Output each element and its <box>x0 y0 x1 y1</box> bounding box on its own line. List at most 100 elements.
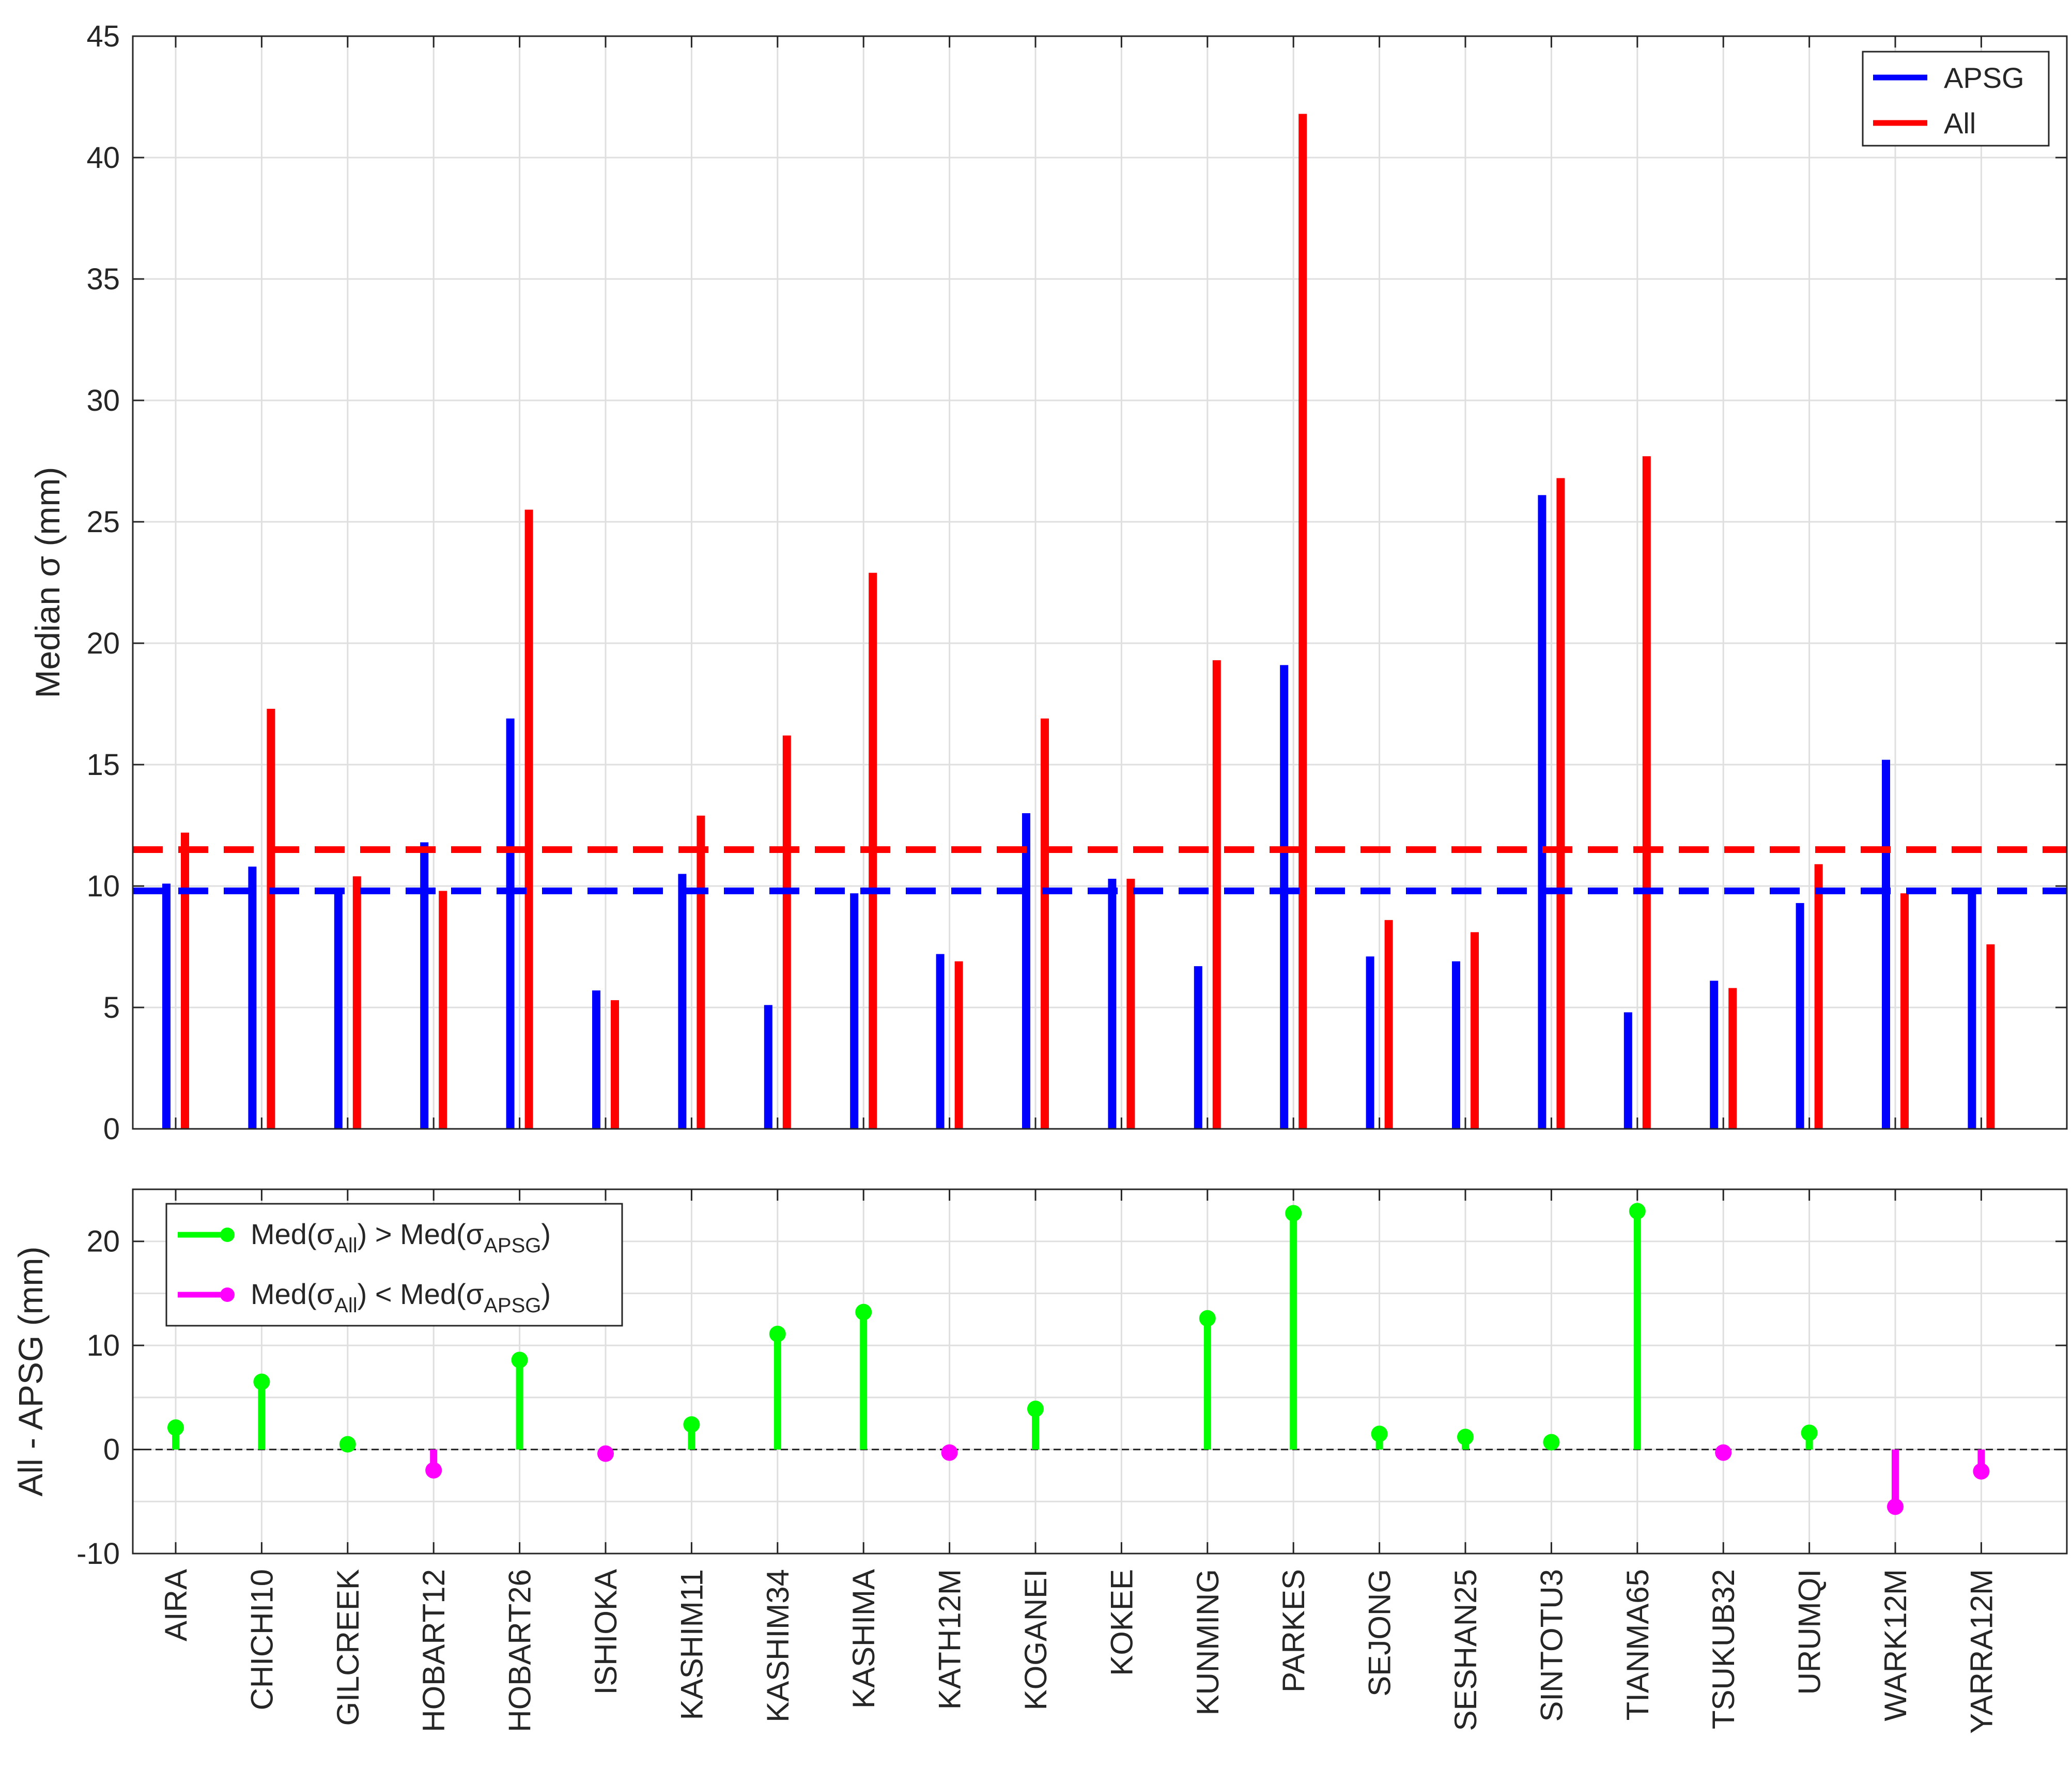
y-axis-label: All - APSG (mm) <box>11 1246 50 1496</box>
bottom-axes-box <box>132 1188 2068 1555</box>
bar-all <box>954 961 963 1129</box>
legend-text: ) > Med(σ <box>358 1218 484 1250</box>
bar-apsg <box>764 1005 772 1129</box>
bar-apsg <box>592 990 600 1129</box>
y-tick-label: 10 <box>86 870 120 903</box>
bar-apsg <box>1538 495 1547 1129</box>
x-tick-label: YARRA12M <box>1964 1569 1999 1734</box>
y-tick-label: 35 <box>86 262 120 296</box>
legend-label: Med(σAll) > Med(σAPSG) <box>251 1218 551 1257</box>
bar-apsg <box>248 866 257 1129</box>
stem-marker <box>1457 1429 1474 1446</box>
stem-marker <box>683 1416 700 1433</box>
stem-marker <box>511 1352 528 1369</box>
bar-all <box>439 891 447 1129</box>
bar-all <box>782 735 791 1129</box>
legend-box <box>1862 51 2050 147</box>
x-tick-label: TIANMA65 <box>1620 1569 1655 1720</box>
bar-all <box>1556 478 1565 1129</box>
stem-marker <box>1285 1205 1302 1222</box>
bar-apsg <box>1796 903 1804 1129</box>
y-tick-label: 20 <box>86 627 120 660</box>
stem-marker <box>253 1373 270 1390</box>
stems <box>167 1203 1990 1515</box>
stem-marker <box>597 1445 614 1462</box>
legend-label: All <box>1944 107 1976 139</box>
y-axis-label: Median σ (mm) <box>28 467 67 699</box>
bar-apsg <box>162 883 171 1129</box>
stem-marker <box>1973 1463 1990 1480</box>
y-tick-label: 0 <box>103 1433 120 1467</box>
legend-label: Med(σAll) < Med(σAPSG) <box>251 1278 551 1317</box>
bar-all <box>1041 718 1049 1129</box>
stem-marker <box>167 1419 184 1436</box>
x-tick-label: KASHIMA <box>846 1569 881 1709</box>
bar-all <box>1212 660 1221 1129</box>
y-tick-label: 20 <box>86 1225 120 1259</box>
bar-apsg <box>1108 878 1117 1129</box>
x-tick-label: KOGANEI <box>1018 1569 1053 1710</box>
legend-subscript: APSG <box>484 1234 541 1257</box>
bar-all <box>611 1000 619 1129</box>
x-tick-label: SEJONG <box>1363 1569 1397 1697</box>
stem-marker <box>425 1462 442 1479</box>
bar-apsg <box>334 888 343 1129</box>
bar-apsg <box>420 842 429 1129</box>
bar-all <box>1900 893 1909 1129</box>
bar-all <box>697 815 705 1129</box>
bar-all <box>1126 878 1135 1129</box>
y-tick-label: 10 <box>86 1329 120 1362</box>
bar-apsg <box>1194 966 1202 1129</box>
bar-all <box>1642 456 1651 1129</box>
stem-marker <box>855 1303 872 1321</box>
stem-marker <box>1543 1434 1560 1451</box>
stem-marker <box>1887 1498 1904 1515</box>
bar-apsg <box>936 954 945 1129</box>
bar-apsg <box>1623 1012 1632 1129</box>
stem-marker <box>1027 1401 1044 1418</box>
x-tick-label: SESHAN25 <box>1448 1569 1483 1731</box>
bar-apsg <box>1452 961 1460 1129</box>
x-tick-label: AIRA <box>159 1569 193 1641</box>
x-tick-label: SINTOTU3 <box>1534 1569 1569 1722</box>
x-tick-label: PARKES <box>1276 1569 1311 1693</box>
x-tick-label: KATH12M <box>933 1569 967 1710</box>
x-tick-label: ISHIOKA <box>589 1569 623 1695</box>
legend-subscript: APSG <box>484 1294 541 1317</box>
legend-text: Med(σ <box>251 1218 334 1250</box>
y-tick-label: 5 <box>103 991 120 1025</box>
legend-box <box>165 1203 623 1327</box>
bar-apsg <box>678 874 687 1129</box>
bar-all <box>1986 944 1995 1129</box>
x-tick-label: KOKEE <box>1104 1569 1139 1676</box>
bar-all <box>267 708 275 1129</box>
bar-apsg <box>1280 665 1289 1129</box>
y-tick-label: 45 <box>86 20 120 53</box>
x-tick-label: WARK12M <box>1878 1569 1913 1721</box>
y-tick-label: 25 <box>86 505 120 539</box>
stem-marker <box>1715 1444 1732 1461</box>
legend-text: ) <box>541 1218 551 1250</box>
x-tick-label: KASHIM34 <box>761 1569 795 1722</box>
bar-all <box>1298 114 1307 1129</box>
stem-marker <box>1801 1424 1818 1441</box>
x-tick-label: KASHIM11 <box>674 1569 709 1720</box>
legend-text: Med(σ <box>251 1278 334 1310</box>
y-tick-label: 40 <box>86 141 120 175</box>
y-tick-label: 30 <box>86 384 120 417</box>
stem-marker <box>1199 1310 1216 1327</box>
x-tick-label: TSUKUB32 <box>1706 1569 1741 1729</box>
bar-all <box>181 832 189 1129</box>
legend-text: ) <box>541 1278 551 1310</box>
y-tick-label: -10 <box>76 1537 120 1571</box>
bar-apsg <box>506 718 515 1129</box>
bar-all <box>1728 988 1737 1129</box>
legend-subscript: All <box>334 1294 357 1317</box>
x-tick-label: KUNMING <box>1190 1569 1225 1715</box>
bar-all <box>352 876 361 1129</box>
bar-all <box>1384 920 1393 1129</box>
stem-marker <box>1371 1425 1388 1442</box>
x-tick-label: URUMQI <box>1792 1569 1827 1695</box>
stem-marker <box>339 1436 356 1453</box>
